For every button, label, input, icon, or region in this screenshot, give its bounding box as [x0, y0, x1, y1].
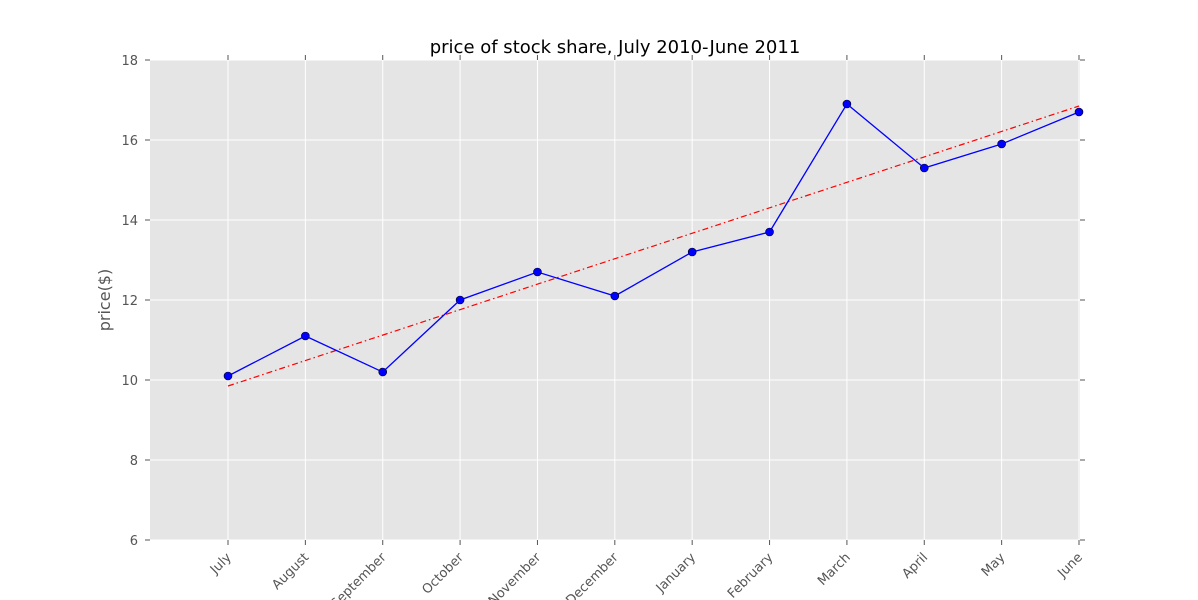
y-tick-label: 10	[121, 374, 138, 389]
data-point	[533, 267, 542, 277]
x-tick-label: March	[815, 550, 854, 589]
x-tick-label: May	[979, 550, 1009, 580]
data-point	[765, 227, 774, 237]
x-tick-label: November	[486, 550, 545, 600]
axis-ticks	[145, 55, 1085, 545]
x-tick-label: September	[328, 550, 390, 600]
y-tick-label: 6	[130, 534, 138, 549]
trendline-group	[227, 105, 1080, 387]
x-tick-label: October	[420, 550, 468, 598]
y-axis-tick-labels: 6 8 10 12 14 16 18	[121, 54, 138, 549]
x-tick-label: April	[899, 550, 931, 582]
data-point	[301, 331, 310, 341]
series-line	[227, 103, 1080, 377]
y-tick-label: 14	[121, 214, 138, 229]
chart-title: price of stock share, July 2010-June 201…	[430, 37, 801, 58]
data-point	[687, 247, 697, 257]
data-point	[378, 367, 388, 377]
data-point	[610, 291, 620, 301]
y-tick-label: 12	[121, 294, 138, 309]
x-tick-label: December	[563, 550, 622, 600]
x-tick-label: August	[269, 550, 312, 593]
y-tick-label: 8	[130, 454, 138, 469]
y-tick-label: 18	[121, 54, 138, 69]
data-point	[1074, 107, 1084, 117]
data-point	[997, 139, 1006, 149]
data-point	[842, 99, 852, 109]
data-point	[919, 163, 929, 173]
x-tick-label: February	[725, 550, 777, 600]
y-axis-label: price($)	[95, 269, 114, 331]
series-group	[223, 99, 1084, 381]
data-point	[223, 371, 233, 381]
x-axis-tick-labels: July August September October November Decemb…	[207, 550, 1086, 600]
trendline	[227, 105, 1080, 387]
y-tick-label: 16	[121, 134, 138, 149]
data-point	[455, 295, 465, 305]
x-tick-label: July	[207, 550, 235, 578]
x-tick-label: June	[1054, 550, 1085, 581]
x-tick-label: January	[653, 550, 699, 596]
